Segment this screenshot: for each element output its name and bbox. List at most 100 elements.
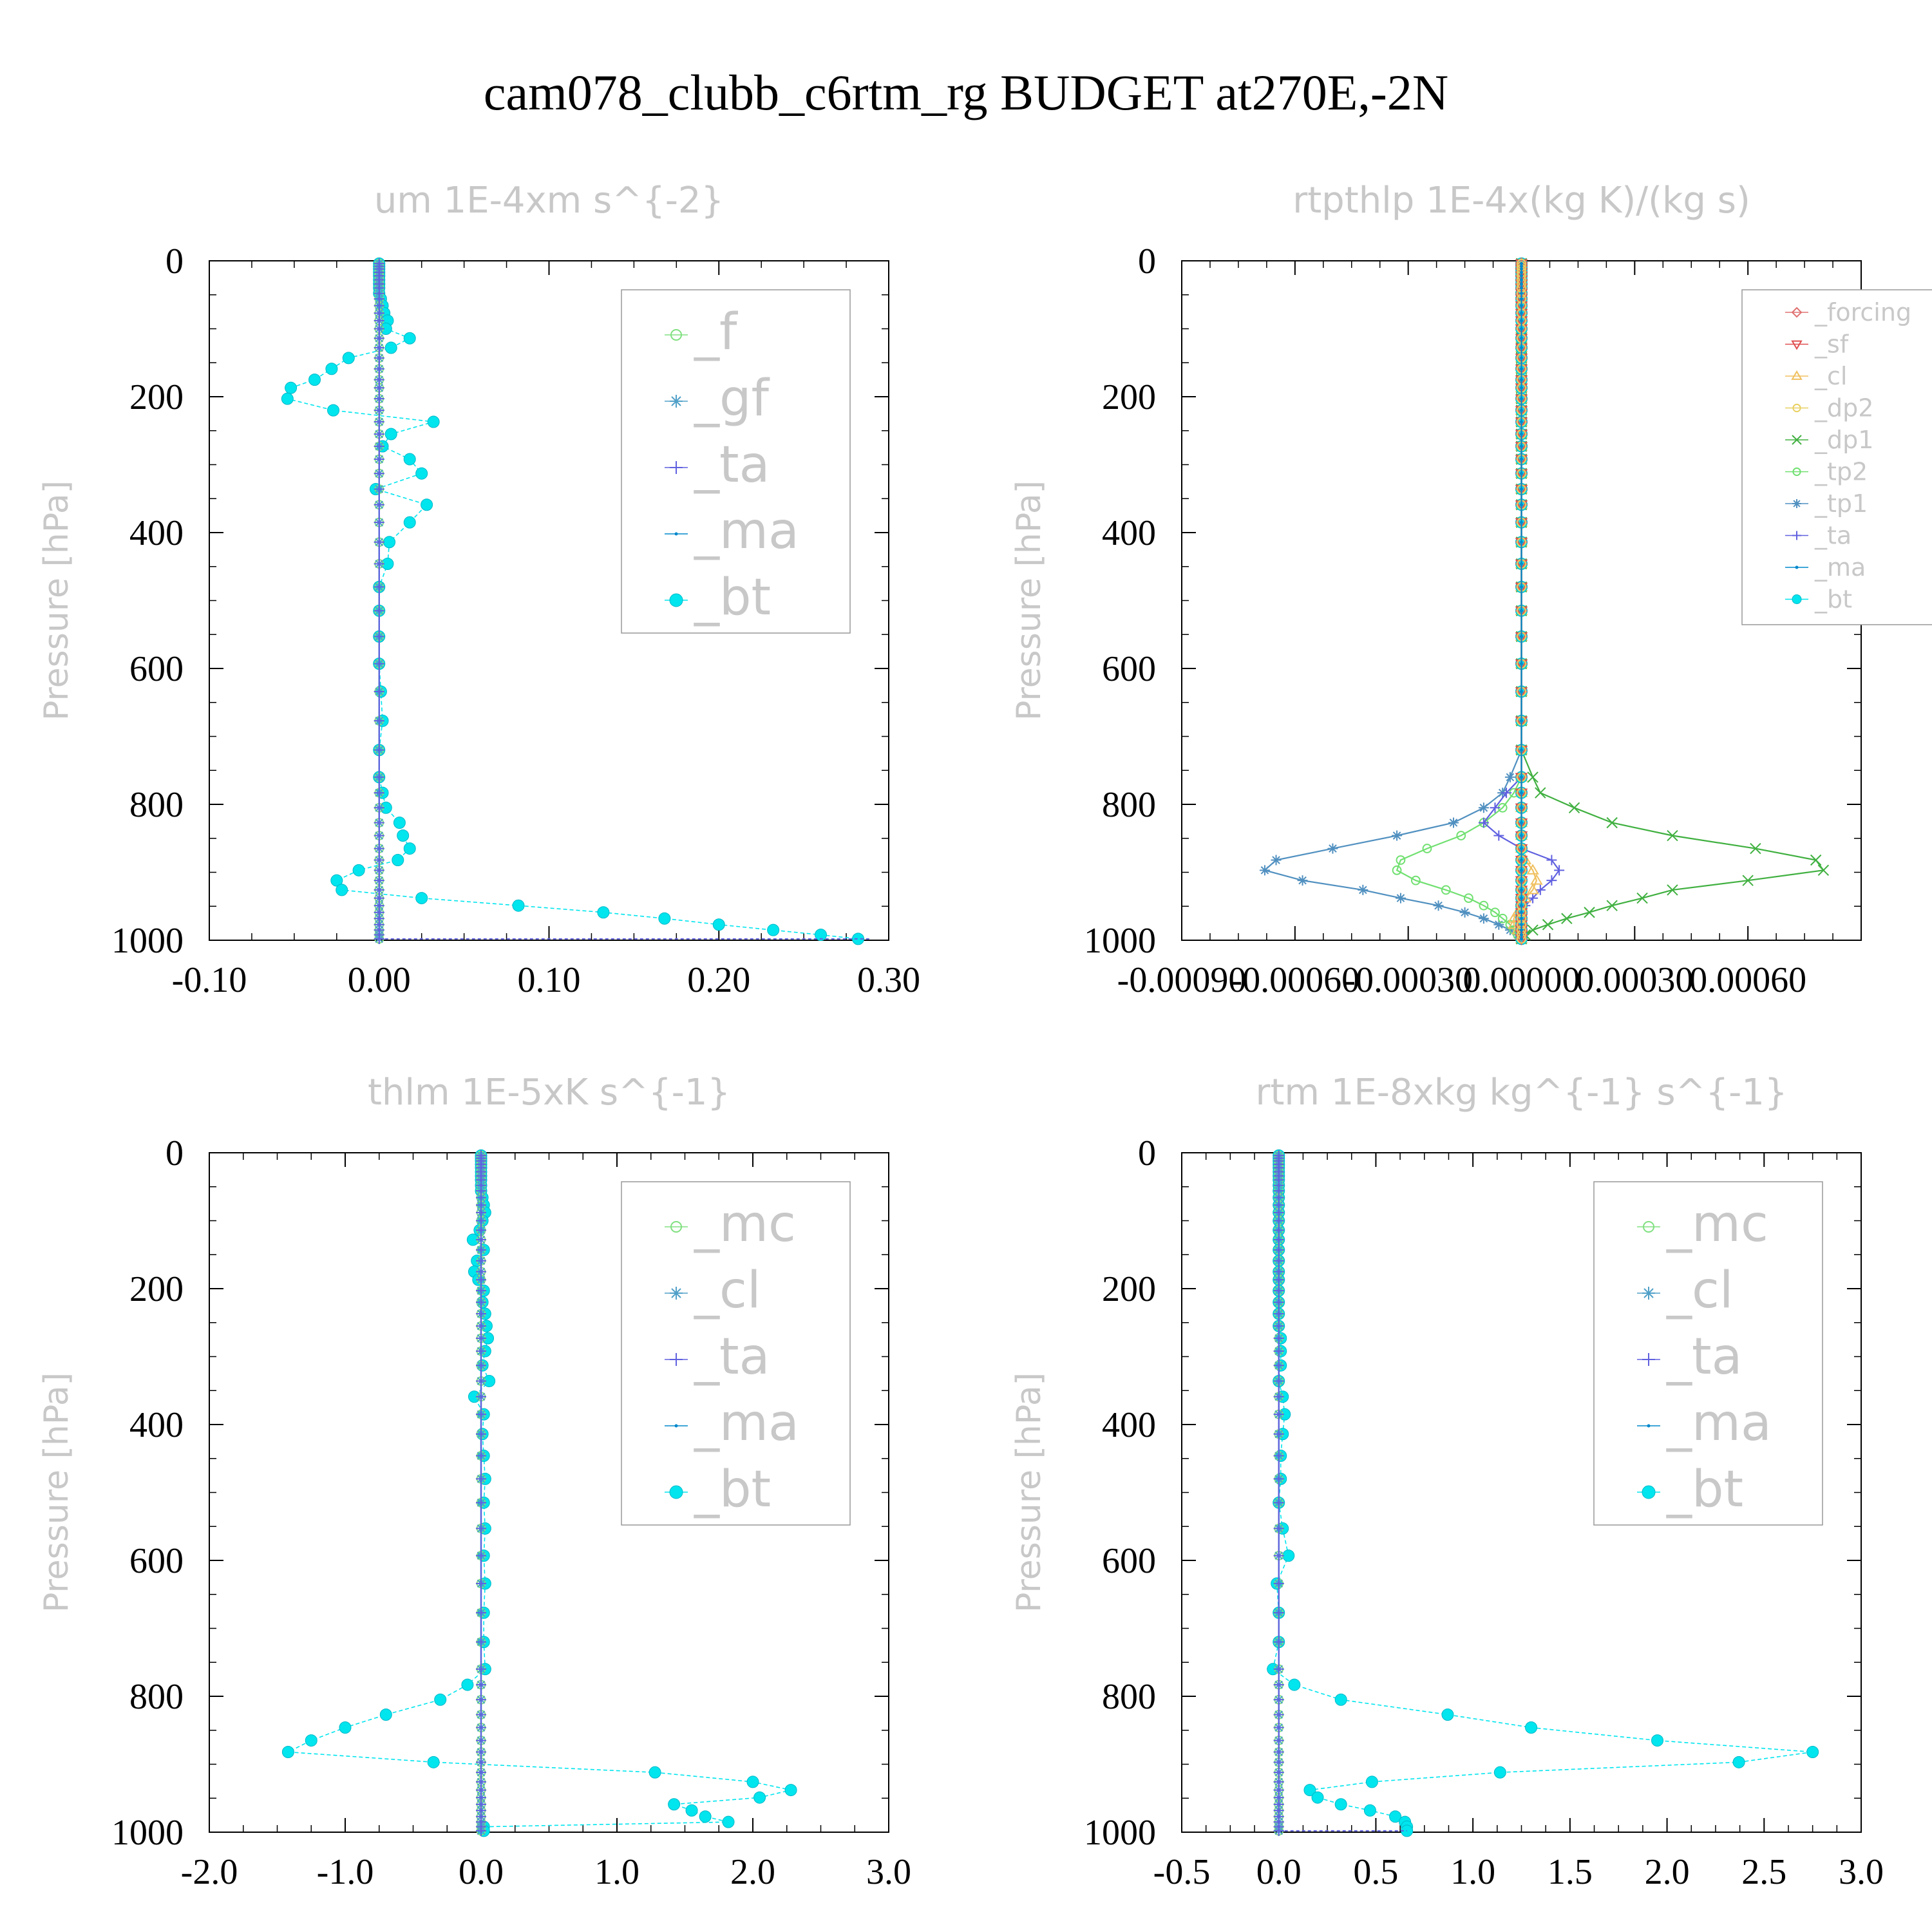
data-point bbox=[1363, 1804, 1376, 1817]
data-point bbox=[1554, 865, 1565, 876]
data-point bbox=[1520, 540, 1523, 544]
data-point bbox=[427, 415, 440, 428]
data-point bbox=[1520, 274, 1523, 278]
data-point bbox=[461, 1678, 474, 1691]
data-point bbox=[1528, 893, 1539, 904]
data-point bbox=[1520, 878, 1523, 882]
x-tick-label: -1.0 bbox=[317, 1852, 374, 1892]
data-point bbox=[722, 1815, 735, 1828]
data-point bbox=[374, 631, 384, 642]
data-point bbox=[383, 536, 396, 549]
data-point bbox=[1410, 875, 1421, 886]
legend-marker bbox=[674, 1424, 678, 1428]
data-point bbox=[476, 1409, 486, 1420]
y-tick-label: 200 bbox=[1102, 1269, 1156, 1309]
data-point bbox=[815, 929, 827, 942]
data-point bbox=[1535, 884, 1546, 895]
legend-marker bbox=[1792, 435, 1802, 445]
y-axis-label: Pressure [hPa] bbox=[37, 480, 76, 721]
data-point bbox=[1259, 865, 1270, 876]
legend-marker bbox=[1795, 565, 1799, 569]
legend-entry-ta: _ta bbox=[694, 436, 770, 494]
chart-panel-2: rtpthlp 1E-4x(kg K)/(kg s) Pressure [hPa]… bbox=[1010, 180, 1932, 1000]
y-tick-label: 800 bbox=[129, 785, 184, 825]
y-tick-label: 400 bbox=[129, 513, 184, 553]
legend-marker bbox=[1792, 467, 1801, 477]
data-point bbox=[476, 1550, 486, 1561]
legend-box bbox=[1593, 1181, 1823, 1526]
y-tick-label: 800 bbox=[1102, 785, 1156, 825]
data-point bbox=[1273, 1735, 1284, 1746]
data-point bbox=[374, 323, 384, 334]
data-point bbox=[1520, 609, 1523, 612]
data-point bbox=[1441, 1708, 1454, 1721]
data-point bbox=[476, 1735, 486, 1746]
legend-marker bbox=[1792, 531, 1801, 540]
data-point bbox=[1520, 916, 1523, 920]
x-tick-label: -0.5 bbox=[1153, 1852, 1211, 1892]
data-point bbox=[403, 516, 416, 529]
y-tick-label: 0 bbox=[1138, 242, 1156, 281]
data-point bbox=[403, 453, 416, 466]
data-point bbox=[374, 363, 384, 374]
x-tick-label: 0.30 bbox=[857, 960, 920, 1000]
data-point bbox=[1742, 875, 1754, 886]
data-point bbox=[512, 899, 525, 912]
panel-title: thlm 1E-5xK s^{-1} bbox=[368, 1072, 730, 1113]
legend-marker bbox=[670, 1353, 683, 1366]
x-tick-label: 3.0 bbox=[866, 1852, 911, 1892]
data-point bbox=[393, 816, 406, 829]
x-tick-label: 0.0 bbox=[1256, 1852, 1302, 1892]
data-point bbox=[1520, 292, 1523, 296]
data-point bbox=[374, 343, 384, 354]
legend-marker bbox=[1792, 403, 1801, 413]
legend-entry-ma: _ma bbox=[694, 1394, 799, 1452]
data-point bbox=[1520, 834, 1523, 838]
data-point bbox=[374, 352, 384, 363]
data-point bbox=[476, 1255, 486, 1266]
data-point bbox=[1520, 336, 1523, 340]
data-point bbox=[1396, 855, 1406, 865]
data-point bbox=[1273, 1285, 1284, 1296]
data-point bbox=[1464, 893, 1473, 903]
legend-marker bbox=[1791, 307, 1803, 318]
data-point bbox=[712, 918, 725, 931]
legend-marker bbox=[670, 1287, 683, 1300]
legend-entry-sf: _sf bbox=[1814, 330, 1850, 359]
legend-marker bbox=[1647, 1424, 1651, 1428]
data-point bbox=[1273, 1235, 1284, 1245]
panel-title: um 1E-4xm s^{-2} bbox=[374, 180, 724, 222]
series-line bbox=[286, 1155, 791, 1831]
data-point bbox=[1459, 907, 1470, 918]
data-point bbox=[1282, 1549, 1295, 1562]
x-tick-label: 0.00000 bbox=[1463, 960, 1580, 1000]
data-point bbox=[1358, 884, 1368, 895]
data-point bbox=[1422, 844, 1432, 853]
data-point bbox=[1810, 854, 1822, 866]
data-point bbox=[1520, 286, 1523, 290]
legend-entry-tp2: _tp2 bbox=[1814, 458, 1868, 486]
data-point bbox=[1526, 883, 1539, 895]
data-point bbox=[1520, 408, 1523, 412]
data-point bbox=[476, 1428, 486, 1439]
data-point bbox=[1530, 874, 1543, 885]
data-point bbox=[352, 864, 365, 876]
data-point bbox=[374, 875, 384, 886]
data-point bbox=[1433, 900, 1444, 911]
panel-title: rtpthlp 1E-4x(kg K)/(kg s) bbox=[1293, 180, 1750, 222]
y-tick-label: 200 bbox=[129, 377, 184, 417]
data-point bbox=[1520, 937, 1523, 941]
data-point bbox=[1520, 904, 1523, 907]
y-axis-label: Pressure [hPa] bbox=[1010, 1372, 1048, 1613]
data-point bbox=[1273, 1473, 1284, 1484]
data-point bbox=[1520, 420, 1523, 424]
legend-marker bbox=[1791, 370, 1803, 380]
data-point bbox=[1520, 386, 1523, 390]
data-point bbox=[384, 341, 397, 354]
x-tick-label: -0.10 bbox=[172, 960, 247, 1000]
data-point bbox=[1478, 802, 1489, 813]
y-axis-label: Pressure [hPa] bbox=[1010, 480, 1048, 721]
data-point bbox=[1520, 304, 1523, 308]
data-point bbox=[374, 686, 384, 697]
data-point bbox=[1303, 1784, 1316, 1797]
